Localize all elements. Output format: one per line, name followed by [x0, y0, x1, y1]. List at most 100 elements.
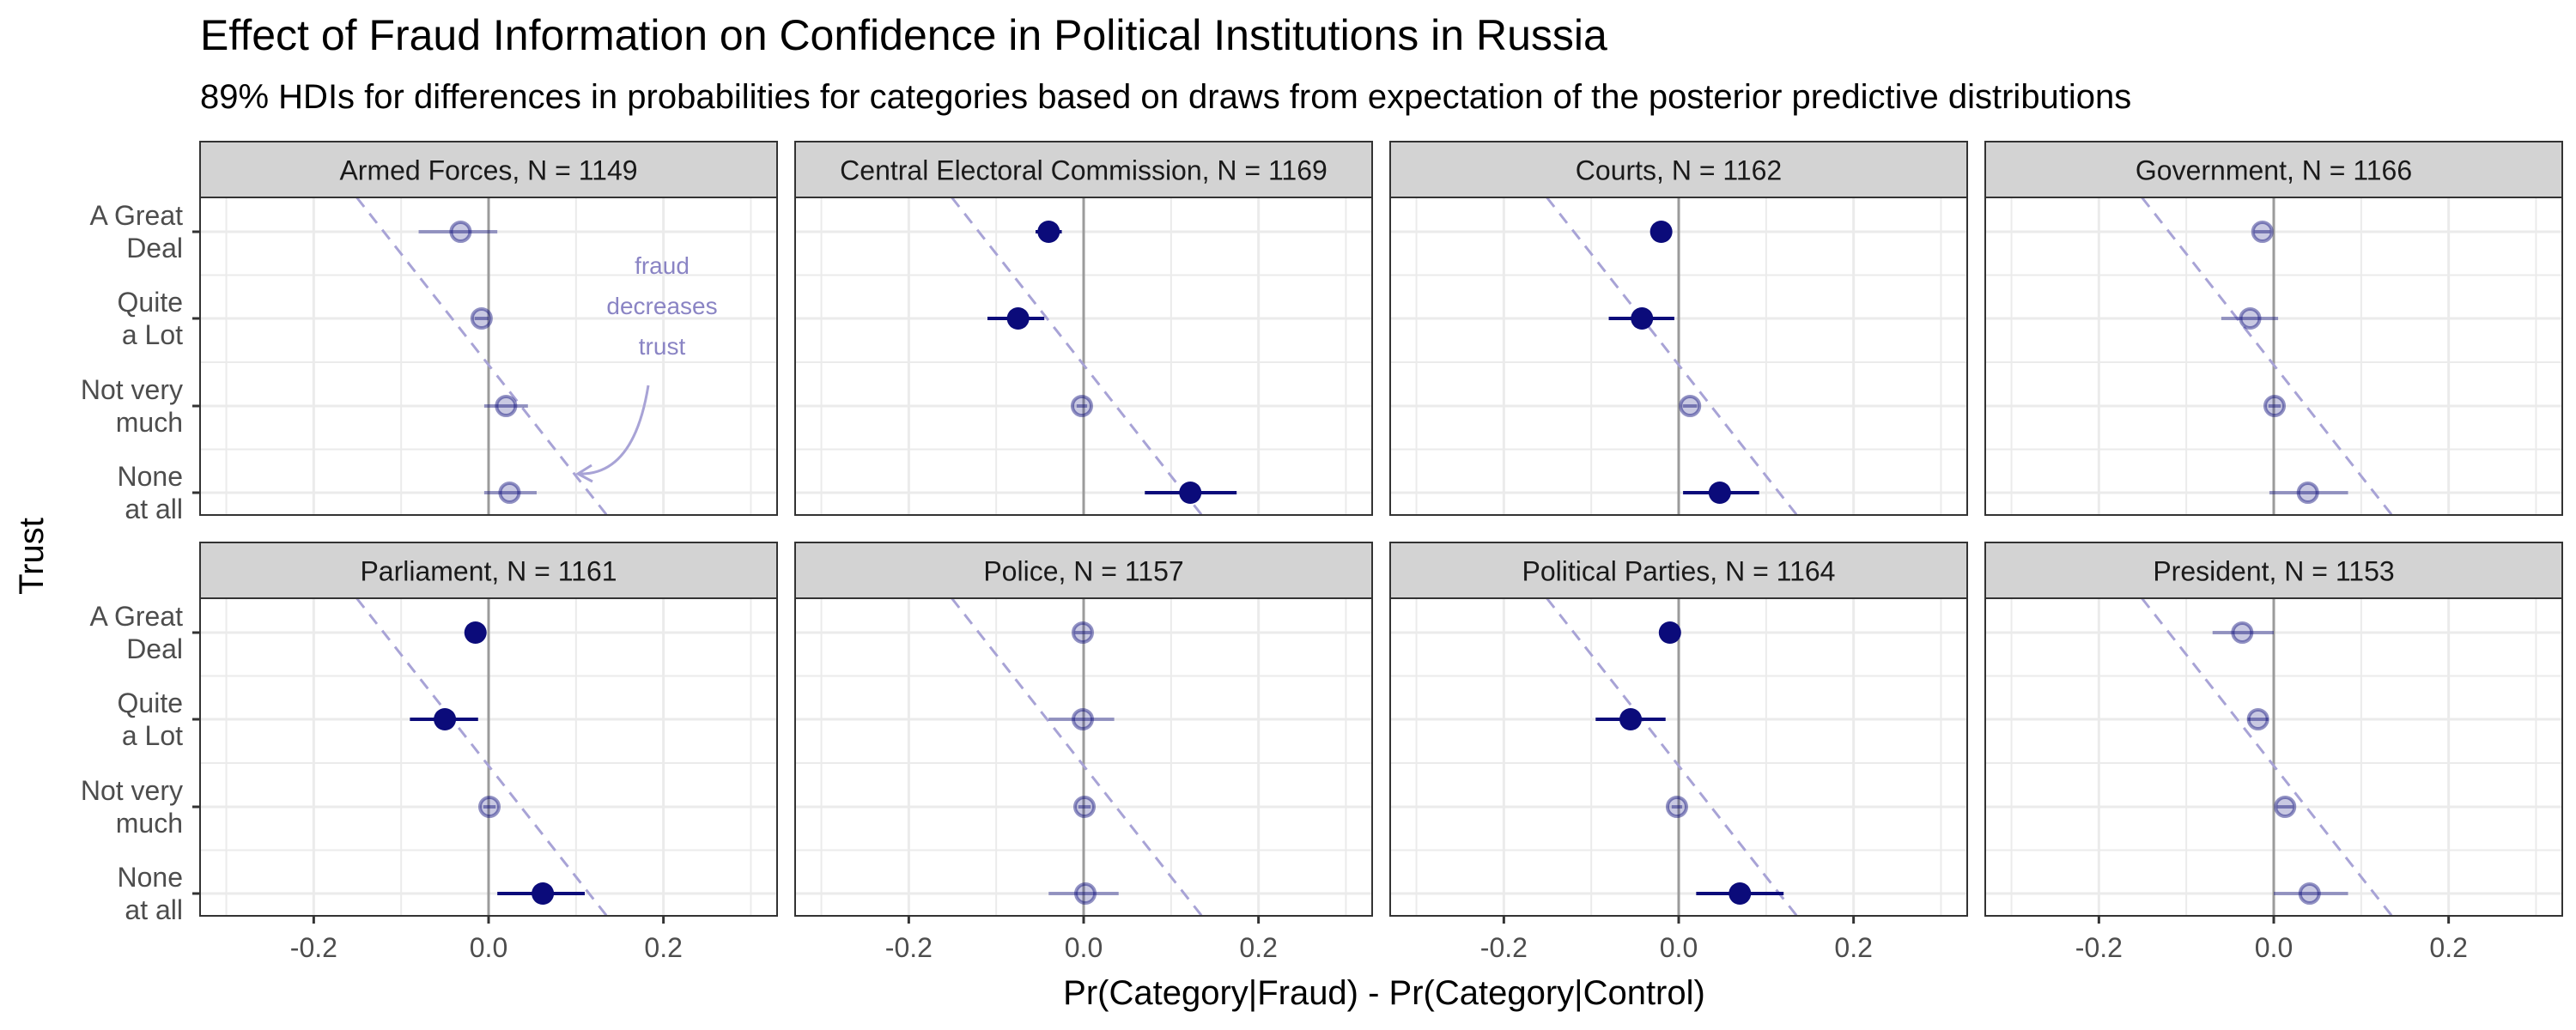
data-point	[1658, 621, 1681, 644]
y-tick-label: A Great	[90, 601, 184, 632]
data-point	[2298, 882, 2321, 905]
data-point	[498, 482, 521, 504]
data-point	[2239, 307, 2262, 330]
panel-title: President, N = 1153	[2153, 556, 2394, 587]
facet-panel: Police, N = 1157 -0.2 0.0 0.2	[794, 542, 1373, 963]
data-point	[1708, 482, 1731, 504]
panel-header	[1389, 141, 1968, 198]
x-tick-label: 0.2	[1834, 932, 1872, 963]
panel-title: Courts, N = 1162	[1576, 155, 1782, 186]
data-point	[1070, 395, 1093, 417]
fraud-decreases-trust-line	[1546, 597, 1798, 917]
x-tick-label: 0.0	[1660, 932, 1698, 963]
y-tick-label: at all	[125, 494, 183, 524]
annotation-text: trust	[639, 333, 686, 360]
y-tick-label: None	[118, 461, 184, 492]
panel-border	[794, 197, 1373, 516]
y-tick-label: None	[118, 862, 184, 893]
fraud-decreases-trust-line	[951, 197, 1203, 516]
fraud-decreases-trust-line	[951, 597, 1203, 917]
fraud-decreases-trust-line	[2141, 597, 2393, 917]
facet-panel: Armed Forces, N = 1149 fraud decreases trus…	[81, 141, 778, 524]
data-point	[1006, 307, 1030, 330]
panel-border	[1984, 197, 2563, 516]
panel-title: Political Parties, N = 1164	[1522, 556, 1836, 587]
x-tick-label: 0.0	[2255, 932, 2293, 963]
data-point	[1665, 796, 1688, 818]
annotation-arrow	[577, 385, 650, 476]
y-tick-label: at all	[125, 894, 183, 925]
x-tick-label: -0.2	[885, 932, 933, 963]
data-point	[2231, 621, 2254, 644]
data-point	[1619, 708, 1642, 730]
y-tick-label: Deal	[126, 633, 183, 664]
annotation-text: fraud	[635, 252, 690, 279]
x-tick-label: -0.2	[290, 932, 337, 963]
panel-title: Armed Forces, N = 1149	[339, 155, 637, 186]
x-tick-label: 0.2	[1239, 932, 1277, 963]
facet-panel: President, N = 1153 -0.2 0.0 0.2	[1984, 542, 2563, 963]
x-tick-label: -0.2	[2075, 932, 2123, 963]
fraud-decreases-trust-line	[355, 597, 608, 917]
panel-title: Central Electoral Commission, N = 1169	[840, 155, 1327, 186]
facet-panel: Political Parties, N = 1164 -0.2 0.0 0.2	[1389, 542, 1968, 963]
data-point	[1179, 482, 1202, 504]
x-tick-label: 0.0	[470, 932, 507, 963]
x-tick-label: 0.2	[2429, 932, 2467, 963]
panel-border	[199, 197, 778, 516]
data-point	[449, 221, 472, 243]
data-point	[1679, 395, 1702, 417]
data-point	[1037, 221, 1060, 243]
fraud-decreases-trust-line	[355, 197, 608, 516]
data-point	[2263, 395, 2287, 417]
annotation-text: decreases	[606, 293, 717, 319]
data-point	[2274, 796, 2297, 818]
data-point	[1071, 621, 1094, 644]
chart-title: Effect of Fraud Information on Confidenc…	[200, 11, 1607, 59]
facet-panel: Central Electoral Commission, N = 1169	[794, 141, 1373, 516]
data-point	[1649, 221, 1673, 243]
panel-border	[1389, 197, 1968, 516]
fraud-decreases-trust-line	[2141, 197, 2393, 516]
panel-title: Parliament, N = 1161	[360, 556, 617, 587]
panel-header	[1984, 141, 2563, 198]
y-tick-label: Not very	[81, 374, 183, 405]
y-tick-label: a Lot	[122, 319, 183, 350]
facet-panels: Armed Forces, N = 1149 fraud decreases trus…	[81, 141, 2563, 963]
y-tick-label: Deal	[126, 233, 183, 264]
data-point	[1073, 796, 1097, 818]
y-tick-label: much	[116, 407, 183, 438]
panel-title: Police, N = 1157	[983, 556, 1183, 587]
data-point	[495, 395, 518, 417]
panel-header	[794, 141, 1373, 198]
data-point	[2251, 221, 2274, 243]
panel-title: Government, N = 1166	[2136, 155, 2412, 186]
data-point	[478, 796, 501, 818]
x-tick-label: 0.2	[644, 932, 682, 963]
panel-header	[794, 542, 1373, 599]
data-point	[2246, 708, 2269, 730]
x-tick-label: 0.0	[1065, 932, 1103, 963]
data-point	[2296, 482, 2319, 504]
y-tick-label: Quite	[118, 688, 183, 718]
facet-panel: Courts, N = 1162	[1389, 141, 1968, 516]
annotation-arrowhead	[574, 464, 593, 483]
data-point	[470, 307, 493, 330]
y-tick-label: a Lot	[122, 720, 183, 751]
data-point	[532, 882, 555, 905]
y-tick-label: Not very	[81, 775, 183, 806]
panel-header	[1984, 542, 2563, 599]
data-point	[1631, 307, 1654, 330]
x-tick-label: -0.2	[1480, 932, 1528, 963]
y-tick-label: much	[116, 808, 183, 839]
data-point	[1071, 708, 1094, 730]
data-point	[1728, 882, 1752, 905]
x-axis-title: Pr(Category|Fraud) - Pr(Category|Control…	[1063, 974, 1705, 1012]
y-tick-label: A Great	[90, 200, 184, 231]
fraud-decreases-trust-line	[1546, 197, 1798, 516]
data-point	[1074, 882, 1097, 905]
data-point	[464, 621, 487, 644]
y-axis-title: Trust	[13, 518, 51, 595]
chart-subtitle: 89% HDIs for differences in probabilitie…	[200, 78, 2131, 116]
panel-header	[199, 141, 778, 198]
